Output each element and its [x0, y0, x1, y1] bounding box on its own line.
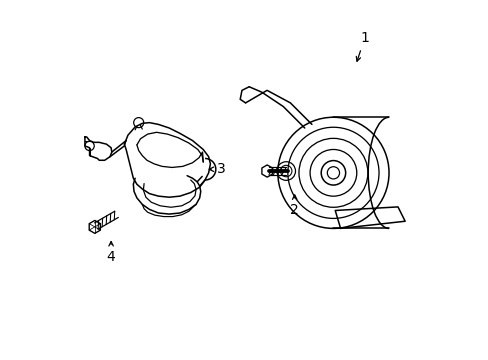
Text: 4: 4	[106, 242, 115, 264]
Text: 2: 2	[290, 195, 299, 217]
Text: 1: 1	[356, 31, 368, 61]
Text: 3: 3	[209, 162, 225, 176]
